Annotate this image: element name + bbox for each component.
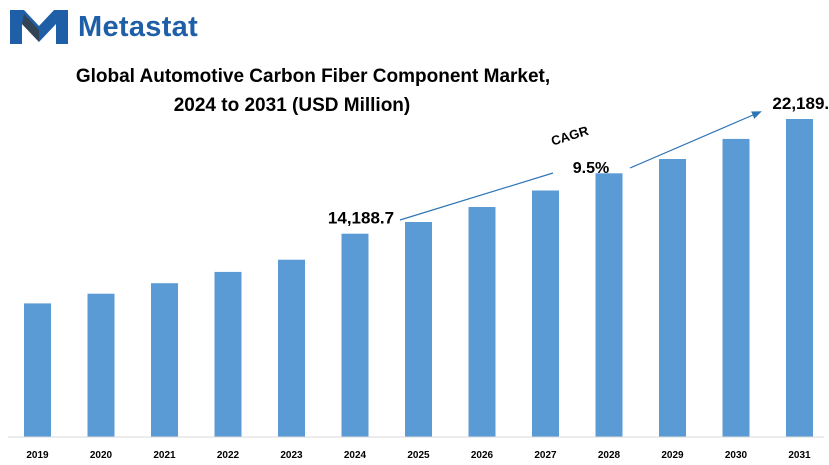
data-labels-group: 14,188.7 22,189.2: [328, 94, 829, 228]
cagr-annotation: CAGR 9.5%: [399, 111, 762, 221]
x-axis-ticks: 2019 2020 2021 2022 2023 2024 2025 2026 2027 2028…: [26, 450, 811, 461]
metastat-m-logo-icon: [10, 10, 68, 44]
data-label-2031: 22,189.2: [772, 94, 829, 113]
x-tick-label-2031: 2031: [788, 450, 811, 461]
x-tick-label-2029: 2029: [661, 450, 684, 461]
bar-2027: [532, 190, 559, 437]
x-tick-label-2023: 2023: [280, 450, 303, 461]
cagr-value: 9.5%: [573, 160, 609, 177]
bar-2025: [405, 222, 432, 437]
bar-2031: [786, 119, 813, 437]
x-tick-label-2027: 2027: [534, 450, 557, 461]
x-tick-label-2028: 2028: [598, 450, 621, 461]
x-tick-label-2021: 2021: [153, 450, 176, 461]
x-tick-label-2020: 2020: [90, 450, 113, 461]
x-tick-label-2030: 2030: [725, 450, 748, 461]
cagr-arrow-segment-1: [399, 172, 554, 221]
bar-2022: [214, 271, 242, 437]
x-tick-label-2022: 2022: [217, 450, 240, 461]
data-label-2024: 14,188.7: [328, 209, 394, 228]
bars-group: [24, 119, 813, 438]
bar-2030: [722, 138, 750, 437]
bar-2023: [278, 259, 305, 437]
x-tick-label-2019: 2019: [26, 450, 49, 461]
bar-2020: [87, 293, 115, 437]
cagr-arrow-segment-2: [629, 111, 762, 169]
bar-2024: [341, 233, 369, 437]
chart-title-line-2: 2024 to 2031 (USD Million): [174, 95, 411, 116]
chart-title-line-1: Global Automotive Carbon Fiber Component…: [76, 66, 550, 87]
x-tick-label-2026: 2026: [471, 450, 494, 461]
bar-2026: [468, 207, 496, 437]
bar-2019: [24, 303, 51, 437]
bar-2021: [151, 283, 178, 437]
x-tick-label-2024: 2024: [344, 450, 367, 461]
brand-logo: Metastat: [8, 6, 218, 46]
bar-2029: [659, 159, 686, 437]
cagr-label: CAGR: [549, 123, 591, 149]
chart-title: Global Automotive Carbon Fiber Component…: [76, 66, 550, 116]
brand-name: Metastat: [78, 11, 199, 43]
bar-2028: [595, 173, 623, 438]
x-tick-label-2025: 2025: [407, 450, 430, 461]
